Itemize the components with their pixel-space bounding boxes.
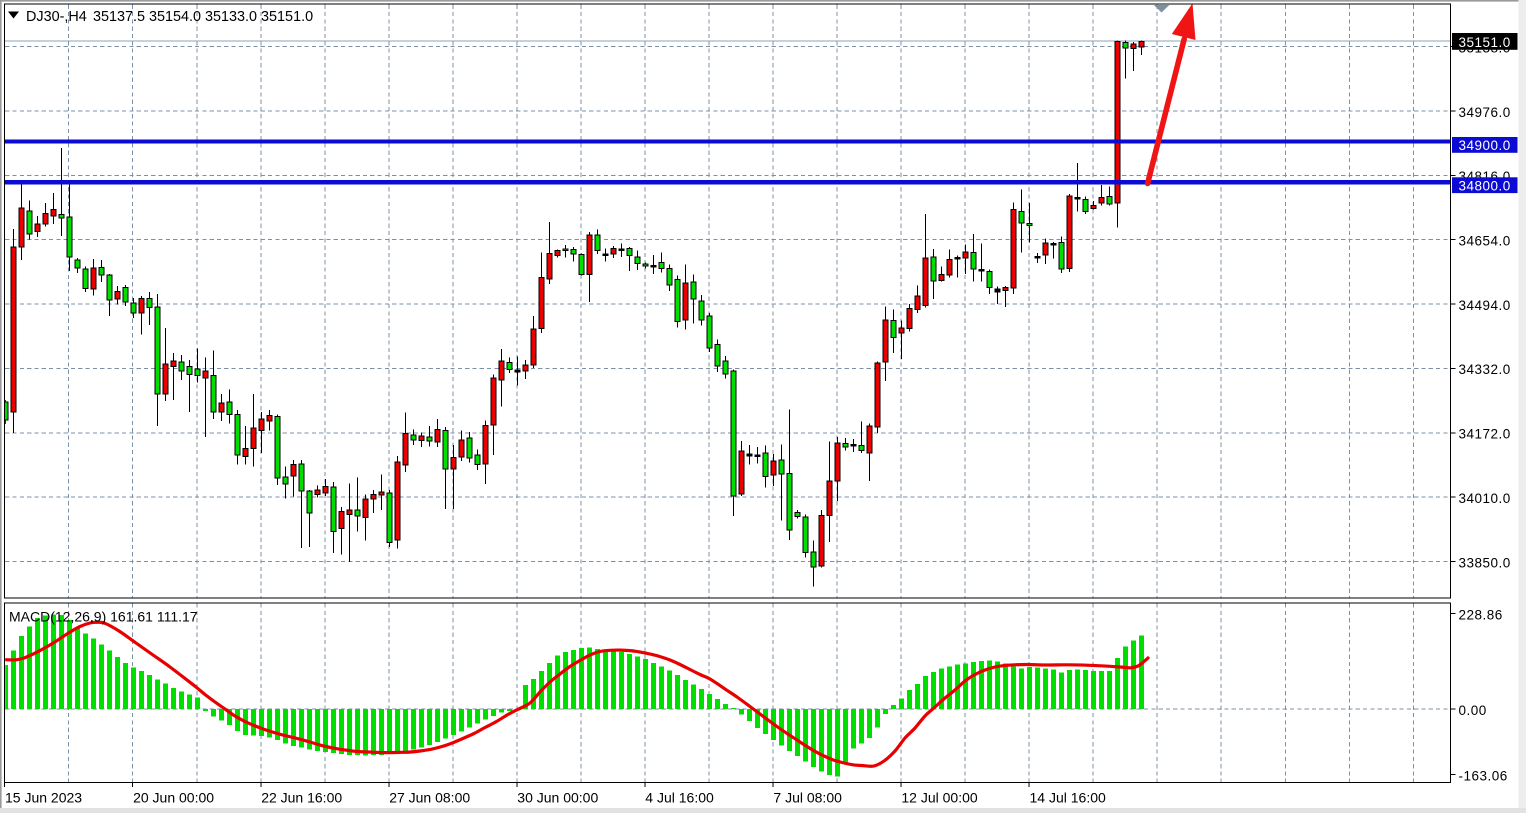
svg-text:22 Jun 16:00: 22 Jun 16:00 [261,789,342,805]
svg-text:34800.0: 34800.0 [1459,179,1511,194]
svg-text:15 Jun 2023: 15 Jun 2023 [5,789,82,805]
svg-text:34172.0: 34172.0 [1459,427,1511,442]
svg-text:14 Jul 16:00: 14 Jul 16:00 [1030,789,1106,805]
svg-text:20 Jun 00:00: 20 Jun 00:00 [133,789,214,805]
svg-text:DJ30-,H4: DJ30-,H4 [26,9,87,25]
svg-text:34494.0: 34494.0 [1459,298,1511,313]
svg-text:4 Jul 16:00: 4 Jul 16:00 [645,789,714,805]
svg-text:MACD(12,26,9) 161.61 111.17: MACD(12,26,9) 161.61 111.17 [9,608,198,624]
svg-text:7 Jul 08:00: 7 Jul 08:00 [773,789,842,805]
svg-text:12 Jul 00:00: 12 Jul 00:00 [901,789,977,805]
svg-text:34976.0: 34976.0 [1459,105,1511,120]
svg-text:30 Jun 00:00: 30 Jun 00:00 [517,789,598,805]
svg-text:34654.0: 34654.0 [1459,234,1511,249]
svg-text:27 Jun 08:00: 27 Jun 08:00 [389,789,470,805]
svg-text:34900.0: 34900.0 [1459,138,1511,153]
svg-text:34010.0: 34010.0 [1459,491,1511,506]
svg-text:33850.0: 33850.0 [1459,555,1511,570]
svg-text:35137.5 35154.0 35133.0 35151.: 35137.5 35154.0 35133.0 35151.0 [93,9,313,25]
svg-text:0.00: 0.00 [1459,703,1487,718]
svg-text:34332.0: 34332.0 [1459,362,1511,377]
svg-text:-163.06: -163.06 [1459,769,1508,784]
svg-text:35151.0: 35151.0 [1459,35,1511,50]
svg-text:228.86: 228.86 [1459,608,1503,623]
